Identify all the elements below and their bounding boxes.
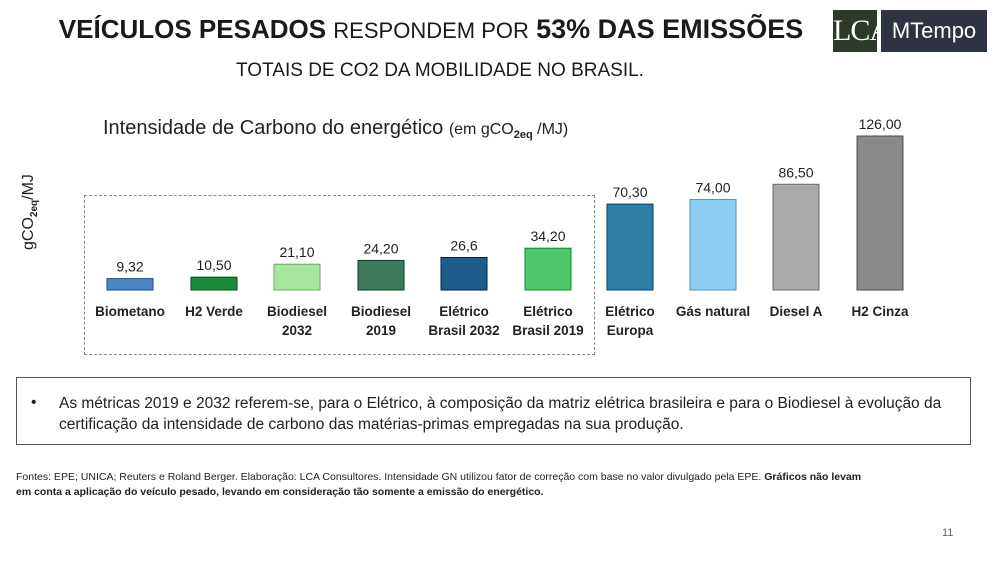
value-label-6: 70,30 <box>612 184 647 200</box>
category-label-1-0: H2 Verde <box>185 304 243 319</box>
value-label-2: 21,10 <box>279 244 314 260</box>
category-label-2-1: 2032 <box>282 323 312 338</box>
bar-5 <box>524 247 572 291</box>
bar-9 <box>856 135 904 291</box>
note-text: As métricas 2019 e 2032 referem-se, para… <box>59 395 942 433</box>
category-label-4-0: Elétrico <box>439 304 489 319</box>
value-label-8: 86,50 <box>778 164 813 180</box>
value-label-3: 24,20 <box>363 240 398 256</box>
category-label-4-1: Brasil 2032 <box>428 323 499 338</box>
category-label-5-0: Elétrico <box>523 304 573 319</box>
value-label-1: 10,50 <box>196 257 231 273</box>
bar-3 <box>357 259 405 291</box>
category-label-2-0: Biodiesel <box>267 304 327 319</box>
value-label-4: 26,6 <box>450 237 477 253</box>
chart-title-text: Intensidade de Carbono do energético <box>103 117 444 139</box>
category-label-3-0: Biodiesel <box>351 304 411 319</box>
category-label-6-0: Elétrico <box>605 304 655 319</box>
value-label-5: 34,20 <box>530 228 565 244</box>
value-label-0: 9,32 <box>116 259 143 275</box>
chart-title-unit: (em gCO2eq /MJ) <box>448 121 569 142</box>
mtempo-logo: MTempo <box>881 10 987 52</box>
bar-0 <box>106 278 154 291</box>
highlight-box <box>84 195 595 355</box>
bar-1 <box>190 276 238 291</box>
chart-title: Intensidade de Carbono do energético (em… <box>103 117 568 141</box>
category-label-9-0: H2 Cinza <box>851 304 909 319</box>
footnote: Fontes: EPE; UNICA; Reuters e Roland Ber… <box>16 470 876 500</box>
bar-8 <box>772 183 820 291</box>
note-bullet: • <box>31 394 37 411</box>
title-part-1: VEÍCULOS PESADOS <box>58 14 327 44</box>
note-box: • As métricas 2019 e 2032 referem-se, pa… <box>16 377 971 445</box>
category-label-7-0: Gás natural <box>676 304 750 319</box>
value-label-7: 74,00 <box>695 180 730 196</box>
category-label-6-1: Europa <box>607 323 654 338</box>
category-label-0-0: Biometano <box>95 304 165 319</box>
category-label-3-1: 2019 <box>366 323 396 338</box>
value-label-9: 126,00 <box>859 116 902 132</box>
title-part-2: RESPONDEM POR <box>333 18 529 43</box>
category-label-5-1: Brasil 2019 <box>512 323 583 338</box>
bar-7 <box>689 199 737 291</box>
title-part-3: 53% DAS EMISSÕES <box>536 14 804 44</box>
page-subtitle: TOTAIS DE CO2 DA MOBILIDADE NO BRASIL. <box>236 60 644 81</box>
bar-2 <box>273 263 321 291</box>
page-number: 11 <box>942 527 954 539</box>
page-title: VEÍCULOS PESADOS RESPONDEM POR 53% DAS E… <box>0 14 862 45</box>
footnote-sources: Fontes: EPE; UNICA; Reuters e Roland Ber… <box>16 471 762 483</box>
bar-6 <box>606 203 654 291</box>
bar-4 <box>440 256 488 291</box>
category-label-8-0: Diesel A <box>770 304 823 319</box>
footnote-bold: Gráficos não levam em conta a aplicação … <box>16 471 862 498</box>
